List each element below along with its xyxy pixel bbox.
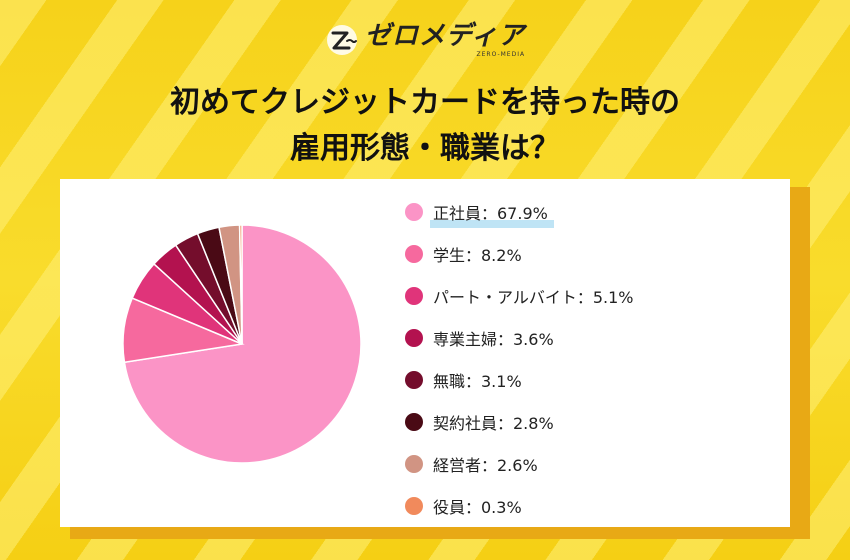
legend-label-6: 経営者：2.6% — [433, 456, 538, 475]
legend-label-5: 契約社員：2.8% — [433, 414, 554, 433]
legend-item-6: 経営者：2.6% — [405, 443, 634, 485]
legend-swatch-0 — [405, 203, 423, 221]
legend-label-2: パート・アルバイト：5.1% — [433, 288, 634, 307]
legend-item-3: 専業主婦：3.6% — [405, 317, 634, 359]
legend-label-7: 役員：0.3% — [433, 498, 522, 517]
legend-item-2: パート・アルバイト：5.1% — [405, 275, 634, 317]
legend-item-5: 契約社員：2.8% — [405, 401, 634, 443]
legend-item-0: 正社員：67.9% — [405, 191, 634, 233]
chart-legend: 正社員：67.9% 学生：8.2% パート・アルバイト：5.1% 専業主婦：3.6% 無… — [405, 191, 634, 527]
legend-swatch-1 — [405, 245, 423, 263]
legend-item-7: 役員：0.3% — [405, 485, 634, 527]
chart-card: 正社員：67.9% 学生：8.2% パート・アルバイト：5.1% 専業主婦：3.6% 無… — [60, 179, 790, 527]
pie-slice-7 — [238, 224, 243, 345]
legend-swatch-2 — [405, 287, 423, 305]
legend-item-4: 無職：3.1% — [405, 359, 634, 401]
title-line-1: 初めてクレジットカードを持った時の — [170, 85, 680, 120]
legend-swatch-6 — [405, 455, 423, 473]
brand-name: ゼロメディア — [364, 21, 526, 51]
legend-label-0: 正社員：67.9% — [430, 200, 554, 228]
legend-label-1: 学生：8.2% — [433, 246, 522, 265]
legend-swatch-5 — [405, 413, 423, 431]
legend-label-4: 無職：3.1% — [433, 372, 522, 391]
legend-swatch-4 — [405, 371, 423, 389]
brand-mark-icon — [326, 25, 357, 55]
legend-swatch-3 — [405, 329, 423, 347]
title-line-2: 雇用形態・職業は？ — [290, 131, 560, 166]
legend-label-3: 専業主婦：3.6% — [433, 330, 554, 349]
page-title: 初めてクレジットカードを持った時の 雇用形態・職業は？ — [0, 80, 850, 172]
pie-chart — [122, 224, 362, 464]
brand-subtitle: ZERO-MEDIA — [476, 51, 526, 58]
brand-logo: ゼロメディア ZERO-MEDIA — [0, 22, 850, 58]
legend-item-1: 学生：8.2% — [405, 233, 634, 275]
legend-swatch-7 — [405, 497, 423, 515]
